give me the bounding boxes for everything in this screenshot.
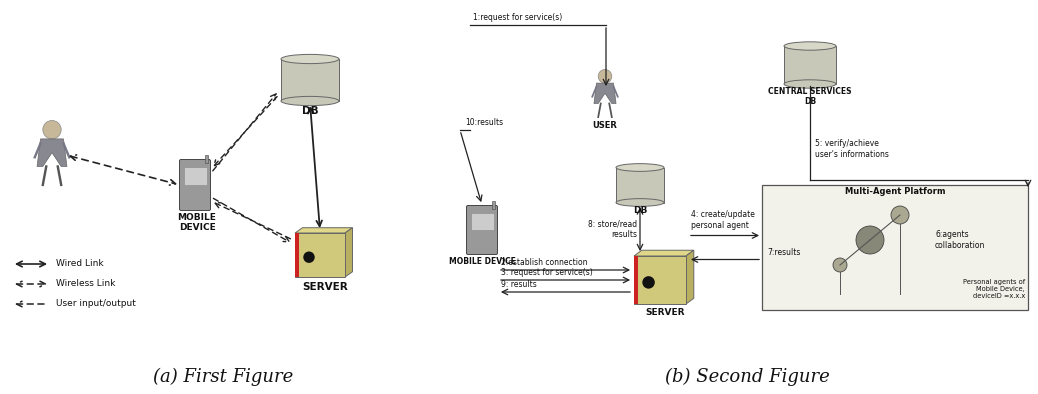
Text: 1:request for service(s): 1:request for service(s) [473,13,563,22]
Text: 6:agents
collaboration: 6:agents collaboration [935,230,985,250]
Bar [634,256,686,304]
Text: 9: results: 9: results [501,280,537,289]
Bar [784,46,836,84]
Text: 4: create/update
personal agent: 4: create/update personal agent [691,210,755,229]
Bar [204,155,208,163]
Text: MOBILE
DEVICE: MOBILE DEVICE [177,213,217,232]
Circle shape [834,258,847,272]
Text: 10:results: 10:results [465,118,503,127]
Bar [616,167,664,203]
Ellipse shape [281,97,339,106]
Circle shape [43,121,61,139]
Circle shape [643,276,655,289]
Bar [295,233,345,277]
Ellipse shape [281,54,339,63]
Text: 8: store/read
results: 8: store/read results [588,219,637,239]
Ellipse shape [616,199,664,206]
Text: 5: verify/achieve
user's informations: 5: verify/achieve user's informations [815,139,889,159]
Text: MOBILE DEVICE: MOBILE DEVICE [448,257,516,266]
Polygon shape [634,250,693,256]
Polygon shape [594,83,616,104]
Bar [295,233,299,277]
Text: Personal agents of
Mobile Device,
deviceID =x.x.x: Personal agents of Mobile Device, device… [963,279,1025,299]
Bar [634,256,638,304]
Text: (a) First Figure: (a) First Figure [153,368,294,386]
Ellipse shape [784,80,836,88]
Polygon shape [345,228,353,277]
Bar [492,201,495,209]
Circle shape [856,226,884,254]
Text: DB: DB [633,206,647,214]
Text: SERVER: SERVER [646,308,685,317]
FancyBboxPatch shape [466,206,497,255]
Ellipse shape [784,42,836,50]
Text: Wireless Link: Wireless Link [56,279,115,288]
Circle shape [303,251,315,263]
Text: 2:establish connection: 2:establish connection [501,258,588,267]
Polygon shape [295,228,353,233]
Text: CENTRAL SERVICES
DB: CENTRAL SERVICES DB [768,87,852,106]
Bar [184,167,207,185]
Text: USER: USER [593,121,618,130]
Polygon shape [37,139,66,167]
FancyBboxPatch shape [180,160,211,210]
Circle shape [598,69,611,83]
Text: Wired Link: Wired Link [56,260,104,268]
Bar [762,185,1028,310]
Text: DB: DB [302,106,319,116]
Text: (b) Second Figure: (b) Second Figure [665,368,829,386]
Ellipse shape [616,164,664,171]
Bar [281,59,339,101]
Text: 7:results: 7:results [767,247,800,256]
Text: 3: request for service(s): 3: request for service(s) [501,268,593,277]
Text: Multi-Agent Platform: Multi-Agent Platform [845,187,946,196]
Bar [470,212,493,230]
Text: User input/output: User input/output [56,299,136,309]
Text: SERVER: SERVER [302,282,348,292]
Circle shape [891,206,909,224]
Polygon shape [686,250,693,304]
